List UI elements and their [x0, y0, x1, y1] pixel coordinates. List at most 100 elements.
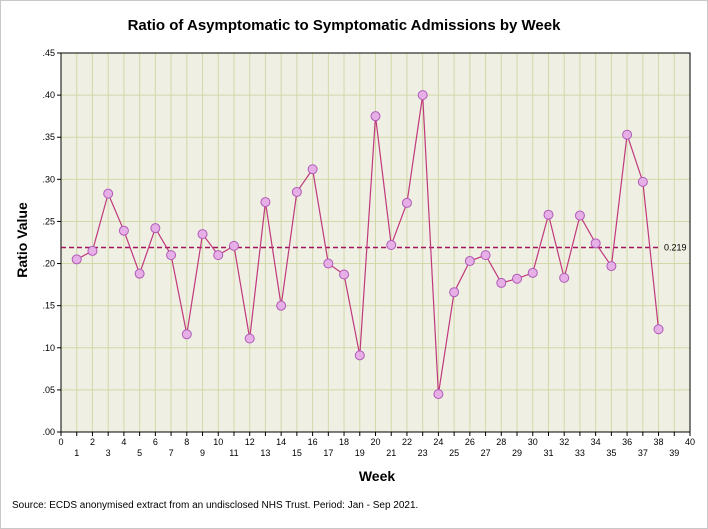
x-tick-label: 35	[606, 448, 616, 458]
x-tick-label: 18	[339, 437, 349, 447]
x-tick-label: 31	[543, 448, 553, 458]
data-point	[166, 250, 177, 261]
x-tick-label: 32	[559, 437, 569, 447]
data-point	[150, 223, 161, 234]
x-tick-label: 16	[308, 437, 318, 447]
x-tick-label: 0	[58, 437, 63, 447]
y-tick-label: .40	[42, 90, 55, 100]
x-tick-label: 1	[74, 448, 79, 458]
data-point	[260, 197, 271, 208]
reference-line-label: 0.219	[664, 243, 687, 253]
data-point	[307, 164, 318, 175]
x-axis-title: Week	[359, 468, 396, 484]
data-point	[417, 90, 428, 101]
x-tick-label: 15	[292, 448, 302, 458]
x-tick-label: 10	[213, 437, 223, 447]
data-point	[543, 209, 554, 220]
data-point	[87, 245, 98, 256]
x-tick-label: 3	[106, 448, 111, 458]
source-note: Source: ECDS anonymised extract from an …	[12, 500, 419, 511]
data-point	[291, 186, 302, 197]
y-tick-label: .35	[42, 132, 55, 142]
x-tick-label: 27	[481, 448, 491, 458]
reference-line-group: 0.219	[61, 243, 687, 253]
y-tick-label: .15	[42, 301, 55, 311]
x-tick-label: 8	[184, 437, 189, 447]
x-tick-label: 6	[153, 437, 158, 447]
grid	[61, 53, 690, 432]
x-tick-label: 19	[355, 448, 365, 458]
x-tick-label: 24	[433, 437, 443, 447]
y-tick-label: .30	[42, 174, 55, 184]
data-point	[464, 256, 475, 267]
x-tick-label: 28	[496, 437, 506, 447]
x-tick-label: 29	[512, 448, 522, 458]
data-point	[228, 240, 239, 251]
x-tick-label: 13	[260, 448, 270, 458]
y-tick-label: .45	[42, 48, 55, 58]
x-tick-label: 38	[654, 437, 664, 447]
x-tick-label: 5	[137, 448, 142, 458]
data-point	[134, 268, 145, 279]
x-tick-label: 21	[386, 448, 396, 458]
data-point	[480, 250, 491, 261]
x-tick-label: 22	[402, 437, 412, 447]
data-point	[213, 250, 224, 261]
y-tick-label: .25	[42, 216, 55, 226]
x-tick-label: 30	[528, 437, 538, 447]
x-tick-label: 26	[465, 437, 475, 447]
data-point	[118, 225, 129, 236]
x-tick-label: 2	[90, 437, 95, 447]
data-point	[401, 197, 412, 208]
y-tick-label: .05	[42, 385, 55, 395]
x-tick-label: 17	[323, 448, 333, 458]
data-point	[637, 176, 648, 187]
x-tick-label: 14	[276, 437, 286, 447]
axes: .00.05.10.15.20.25.30.35.40.450 2 4 6 8 10 12 1…	[42, 48, 695, 458]
data-point	[590, 238, 601, 249]
y-axis-title: Ratio Value	[14, 202, 30, 278]
x-tick-label: 12	[245, 437, 255, 447]
data-point	[527, 267, 538, 278]
data-point	[559, 272, 570, 283]
x-tick-label: 25	[449, 448, 459, 458]
series-line	[76, 95, 660, 395]
x-tick-label: 4	[121, 437, 126, 447]
x-tick-label: 36	[622, 437, 632, 447]
y-tick-label: .00	[42, 427, 55, 437]
x-tick-label: 9	[200, 448, 205, 458]
data-point	[354, 350, 365, 361]
data-point	[653, 324, 664, 335]
data-point	[606, 261, 617, 272]
data-point	[244, 333, 255, 344]
x-tick-label: 39	[669, 448, 679, 458]
data-point	[71, 254, 82, 265]
x-tick-label: 34	[591, 437, 601, 447]
x-tick-label: 7	[169, 448, 174, 458]
data-point	[622, 129, 633, 140]
chart-title: Ratio of Asymptomatic to Symptomatic Adm…	[128, 17, 562, 34]
x-tick-label: 23	[418, 448, 428, 458]
data-point	[512, 273, 523, 284]
x-tick-label: 33	[575, 448, 585, 458]
data-point	[574, 210, 585, 221]
y-tick-label: .20	[42, 259, 55, 269]
data-point	[276, 300, 287, 311]
data-point	[370, 111, 381, 122]
x-tick-label: 11	[229, 448, 238, 458]
y-tick-label: .10	[42, 343, 55, 353]
data-point	[496, 277, 507, 288]
data-point	[197, 229, 208, 240]
x-tick-label: 40	[685, 437, 695, 447]
data-point	[386, 240, 397, 251]
x-tick-label: 20	[370, 437, 380, 447]
series-group	[71, 90, 664, 400]
data-point	[339, 269, 350, 280]
data-point	[449, 287, 460, 298]
x-tick-label: 37	[638, 448, 648, 458]
data-point	[323, 258, 334, 269]
data-point	[433, 389, 444, 400]
data-point	[181, 329, 192, 340]
data-point	[103, 188, 114, 199]
